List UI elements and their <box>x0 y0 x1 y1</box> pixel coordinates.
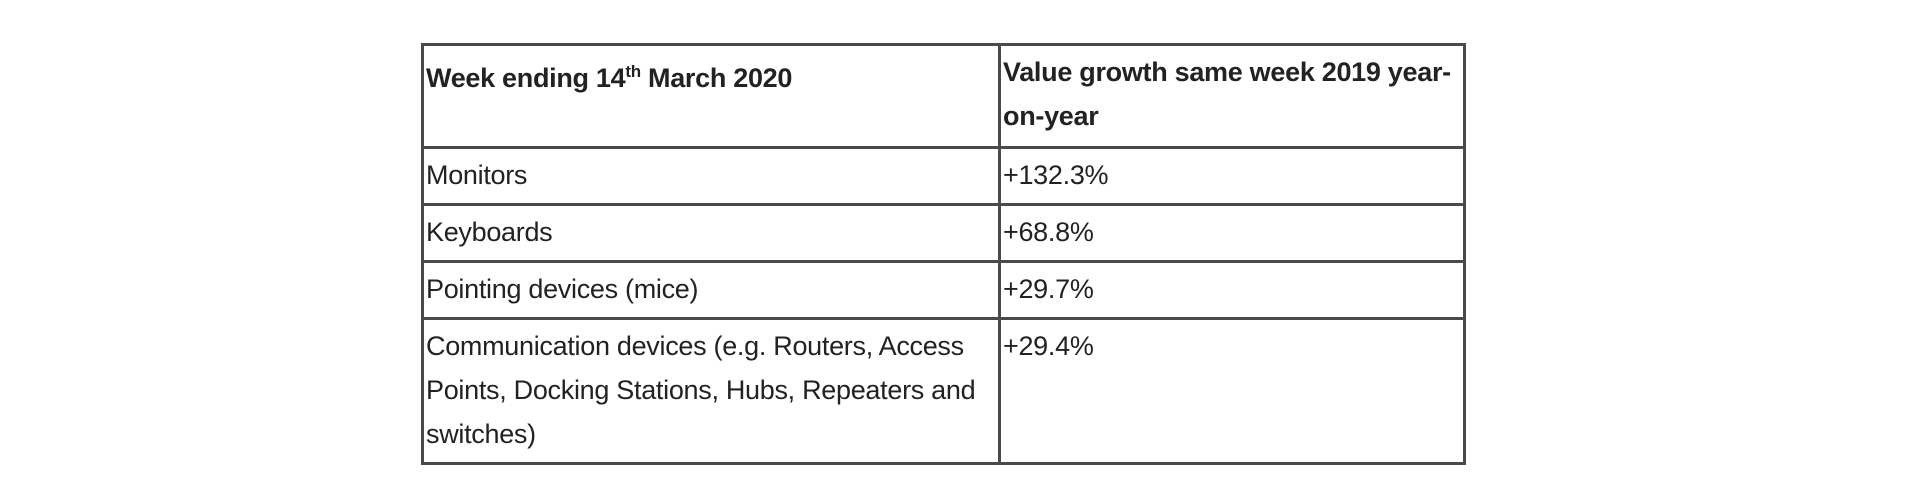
category-cell: Pointing devices (mice) <box>421 260 1001 320</box>
category-cell: Communication devices (e.g. Routers, Acc… <box>421 317 1001 465</box>
table-row: Monitors +132.3% <box>421 146 1466 206</box>
table-row: Keyboards +68.8% <box>421 203 1466 263</box>
header-week-ending: Week ending 14th March 2020 <box>421 43 1001 149</box>
growth-cell: +132.3% <box>998 146 1466 206</box>
category-cell: Monitors <box>421 146 1001 206</box>
table-row: Communication devices (e.g. Routers, Acc… <box>421 317 1466 465</box>
growth-cell: +29.4% <box>998 317 1466 465</box>
header-value-growth: Value growth same week 2019 year-on-year <box>998 43 1466 149</box>
growth-cell: +68.8% <box>998 203 1466 263</box>
table-header-row: Week ending 14th March 2020 Value growth… <box>421 43 1466 149</box>
table-row: Pointing devices (mice) +29.7% <box>421 260 1466 320</box>
growth-table: Week ending 14th March 2020 Value growth… <box>421 43 1466 465</box>
growth-cell: +29.7% <box>998 260 1466 320</box>
category-cell: Keyboards <box>421 203 1001 263</box>
